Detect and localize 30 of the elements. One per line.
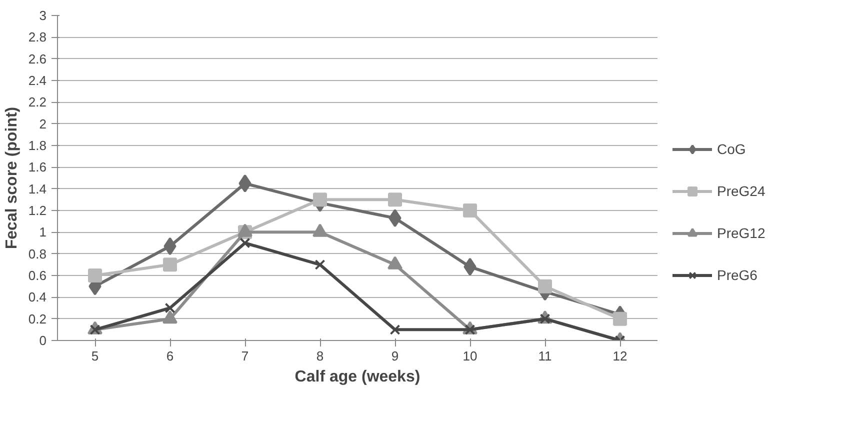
x-tick-label: 11: [538, 348, 552, 364]
x-tick-label: 12: [612, 348, 628, 364]
y-tick-label: 2.4: [28, 73, 47, 88]
y-tick-label: 0.2: [28, 311, 47, 326]
x-tick-label: 5: [91, 348, 99, 364]
x-tick-label: 6: [166, 348, 174, 364]
x-tick-label: 7: [241, 348, 249, 364]
y-tick-label: 2: [39, 116, 47, 132]
y-tick-label: 0: [39, 333, 47, 348]
y-tick-label: 0.4: [28, 290, 47, 305]
y-tick-label: 1: [39, 224, 47, 240]
y-tick-label: 0.8: [28, 246, 47, 262]
y-tick-label: 3: [39, 8, 47, 23]
x-tick-label: 10: [462, 348, 478, 364]
x-axis-title: Calf age (weeks): [294, 368, 420, 386]
y-tick-label: 1.2: [28, 203, 47, 218]
y-tick-label: 1.8: [28, 138, 47, 153]
x-tick-label: 9: [391, 348, 399, 364]
y-tick-label: 2.6: [28, 51, 47, 66]
y-tick-label: 1.6: [28, 160, 47, 175]
legend-label: PreG24: [717, 183, 766, 199]
y-axis-title: Fecal score (point): [3, 106, 20, 250]
y-tick-label: 1.4: [28, 181, 47, 196]
legend-label: PreG12: [717, 225, 766, 241]
legend-label: CoG: [717, 141, 746, 157]
legend-label: PreG6: [717, 267, 758, 283]
y-tick-label: 0.6: [28, 268, 47, 283]
y-tick-label: 2.2: [28, 94, 47, 110]
x-tick-label: 8: [316, 348, 324, 364]
y-tick-label: 2.8: [28, 30, 47, 45]
